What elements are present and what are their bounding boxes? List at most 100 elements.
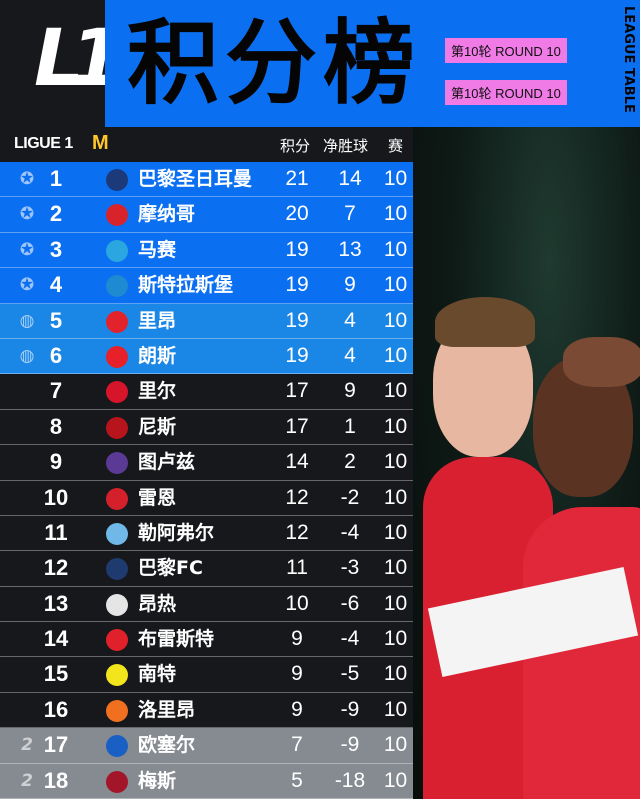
table-row[interactable]: 9 图卢兹 14 2 10 — [0, 445, 413, 481]
points: 17 — [285, 414, 309, 438]
points: 14 — [285, 450, 309, 474]
rank: 4 — [49, 272, 63, 298]
rank: 14 — [43, 626, 69, 652]
points: 5 — [291, 768, 303, 792]
team-crest-icon — [106, 381, 128, 404]
header: 积分榜 第10轮 ROUND 10 第10轮 ROUND 10 LEAGUE T… — [105, 0, 640, 127]
points: 7 — [291, 733, 303, 757]
table-row[interactable]: 8 尼斯 17 1 10 — [0, 409, 413, 446]
standings-table: ✪ 1 巴黎圣日耳曼 21 14 10 ✪ 2 摩纳哥 20 7 10 ✪ 3 马赛 19 13 10 ✪ 4 斯特拉斯… — [0, 162, 413, 799]
team-crest-icon — [106, 452, 128, 475]
table-row[interactable]: 15 南特 9 -5 10 — [0, 657, 413, 693]
points: 12 — [285, 485, 309, 509]
team-crest-icon — [106, 735, 128, 758]
team-name: 尼斯 — [138, 415, 177, 438]
points: 20 — [285, 202, 309, 226]
rank: 13 — [43, 590, 69, 616]
goal-difference: 4 — [344, 343, 356, 367]
team-name: 里昂 — [138, 309, 177, 332]
played: 10 — [383, 768, 408, 792]
goal-difference: 9 — [344, 273, 356, 297]
ligue1-brand: LIGUE 1 — [14, 135, 73, 152]
team-name: 巴黎FC — [138, 557, 203, 580]
table-row[interactable]: ✪ 4 斯特拉斯堡 19 9 10 — [0, 268, 413, 304]
played: 10 — [383, 202, 408, 226]
table-row[interactable]: 14 布雷斯特 9 -4 10 — [0, 622, 413, 658]
played: 10 — [383, 414, 408, 438]
team-crest-icon — [106, 487, 128, 510]
team-crest-icon — [106, 169, 128, 191]
table-row[interactable]: 11 勒阿弗尔 12 -4 10 — [0, 515, 413, 552]
player-photo — [413, 127, 640, 799]
table-row[interactable]: ◍ 5 里昂 19 4 10 — [0, 303, 413, 339]
table-row[interactable]: ✪ 1 巴黎圣日耳曼 21 14 10 — [0, 162, 413, 198]
played: 10 — [383, 697, 408, 721]
uel-zone-icon: ◍ — [19, 345, 35, 366]
points: 21 — [285, 167, 309, 190]
played: 10 — [383, 167, 408, 190]
goal-difference: 9 — [344, 379, 356, 403]
team-name: 斯特拉斯堡 — [138, 274, 234, 297]
goal-difference: 7 — [344, 202, 356, 226]
table-row[interactable]: ◍ 6 朗斯 19 4 10 — [0, 338, 413, 375]
team-name: 布雷斯特 — [138, 628, 215, 651]
points: 17 — [285, 379, 309, 403]
team-name: 里尔 — [138, 380, 177, 403]
points: 9 — [291, 662, 303, 686]
rank: 11 — [44, 519, 68, 545]
played: 10 — [383, 237, 408, 261]
team-crest-icon — [106, 275, 128, 298]
points: 19 — [285, 308, 309, 332]
team-name: 朗斯 — [138, 344, 177, 367]
ucl-zone-icon: ✪ — [19, 275, 35, 296]
table-row[interactable]: ✪ 2 摩纳哥 20 7 10 — [0, 197, 413, 233]
rank: 5 — [49, 307, 63, 333]
rank: 2 — [49, 201, 63, 227]
table-row[interactable]: 7 里尔 17 9 10 — [0, 374, 413, 410]
points: 19 — [285, 273, 309, 297]
col-played: 赛 — [388, 137, 404, 155]
team-crest-icon — [106, 204, 128, 227]
team-name: 洛里昂 — [138, 698, 196, 721]
team-crest-icon — [106, 699, 128, 722]
team-crest-icon — [106, 310, 128, 333]
played: 10 — [383, 343, 408, 367]
goal-difference: -9 — [340, 697, 360, 721]
team-name: 勒阿弗尔 — [138, 521, 215, 544]
ucl-zone-icon: ✪ — [19, 204, 35, 225]
points: 12 — [285, 520, 309, 544]
table-row[interactable]: 16 洛里昂 9 -9 10 — [0, 692, 413, 729]
points: 19 — [285, 237, 309, 261]
team-crest-icon — [106, 345, 128, 368]
team-crest-icon — [106, 629, 128, 652]
table-row[interactable]: 12 巴黎FC 11 -3 10 — [0, 551, 413, 587]
table-row[interactable]: 13 昂热 10 -6 10 — [0, 586, 413, 623]
played: 10 — [383, 308, 408, 332]
rank: 9 — [49, 449, 63, 475]
goal-difference: 1 — [344, 414, 356, 438]
table-row[interactable]: 2 17 欧塞尔 7 -9 10 — [0, 728, 413, 764]
rank: 12 — [43, 555, 69, 581]
played: 10 — [383, 662, 408, 686]
league-table-label: LEAGUE TABLE — [621, 6, 636, 113]
col-goal-diff: 净胜球 — [323, 137, 369, 155]
goal-difference: -9 — [340, 733, 360, 757]
table-row[interactable]: ✪ 3 马赛 19 13 10 — [0, 232, 413, 269]
played: 10 — [383, 379, 408, 403]
goal-difference: 4 — [344, 308, 356, 332]
table-row[interactable]: 2 18 梅斯 5 -18 10 — [0, 763, 413, 799]
points: 11 — [286, 556, 308, 580]
played: 10 — [383, 733, 408, 757]
rank: 1 — [49, 166, 63, 191]
points: 10 — [285, 591, 309, 615]
team-name: 马赛 — [138, 238, 177, 261]
ucl-zone-icon: ✪ — [19, 239, 35, 260]
uel-zone-icon: ◍ — [19, 310, 35, 331]
team-crest-icon — [106, 416, 128, 439]
rank: 8 — [49, 413, 63, 439]
round-badge: 第10轮 ROUND 10 — [445, 38, 567, 63]
logo-panel: L1 — [0, 0, 124, 127]
page-title: 积分榜 — [127, 10, 422, 117]
table-row[interactable]: 10 雷恩 12 -2 10 — [0, 480, 413, 516]
played: 10 — [383, 485, 408, 509]
